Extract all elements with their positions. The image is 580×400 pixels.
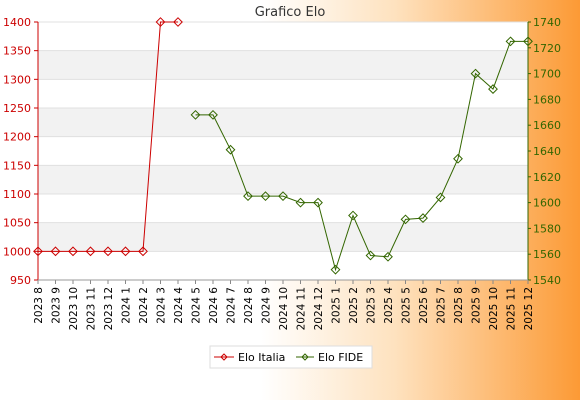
data-point-elo-fide [488,84,498,94]
data-point-elo-fide [330,264,341,275]
y-right-tick-label: 1540 [533,274,561,287]
data-point-elo-fide [400,214,411,225]
legend-marker-elo-fide [301,353,309,361]
data-point-elo-fide [505,36,516,47]
x-tick-label: 2024 9 [261,287,273,324]
data-point-elo-fide [365,250,376,261]
x-tick-label: 2025 6 [418,287,430,324]
data-point-elo-fide [418,213,428,223]
grid-band [38,50,528,80]
data-point-elo-italia [155,17,166,27]
x-tick-label: 2024 12 [313,287,325,330]
legend-label-elo-fide: Elo FIDE [318,351,363,364]
x-tick-label: 2025 5 [401,287,413,324]
y-right-tick-label: 1660 [533,119,561,132]
x-tick-label: 2024 2 [138,287,150,324]
x-tick-label: 2024 3 [156,287,168,324]
data-point-elo-fide [190,109,201,120]
x-tick-label: 2024 8 [243,287,255,324]
grid [38,21,528,281]
x-tick-label: 2025 11 [506,287,518,330]
data-point-elo-italia [85,246,96,257]
grid-band [38,222,528,252]
y-right-tick-label: 1700 [533,68,561,81]
x-tick-label: 2024 10 [278,287,290,330]
data-point-elo-fide [313,197,323,208]
y-left-tick-label: 1000 [3,245,31,258]
x-tick-label: 2023 11 [86,287,98,330]
y-right-tick-label: 1580 [533,222,561,235]
legend-label-elo-italia: Elo Italia [238,351,285,364]
data-point-elo-fide [523,36,533,47]
data-point-elo-italia [68,246,78,257]
y-right-tick-label: 1740 [533,16,561,29]
x-tick-label: 2025 12 [523,287,535,330]
data-point-elo-fide [348,210,358,221]
y-right-tick-label: 1640 [533,145,561,158]
data-point-elo-fide [453,153,463,164]
x-tick-label: 2023 10 [68,287,80,330]
y-left-tick-label: 1250 [3,102,31,115]
y-right-tick-label: 1560 [533,248,561,261]
grid-band [38,108,528,137]
x-tick-label: 2025 7 [436,287,448,324]
legend-box [209,345,373,369]
x-tick-label: 2024 6 [208,287,220,324]
y-left-tick-label: 1400 [3,16,31,29]
axes: 950 1000 1050 1100 1150 1200 1250 1300 1350 1400 1… [3,16,561,330]
grid-band [38,165,528,194]
y-left-tick-label: 1200 [3,131,31,144]
data-point-elo-fide [295,197,306,208]
x-tick-label: 2024 7 [226,287,238,324]
x-tick-label: 2023 8 [33,287,45,324]
x-tick-label: 2025 3 [366,287,378,324]
x-tick-label: 2025 4 [383,287,395,324]
x-tick-label: 2023 9 [51,287,63,324]
x-tick-label: 2023 12 [103,287,115,330]
y-right-tick-label: 1680 [533,93,561,106]
y-left-tick-label: 950 [10,274,31,287]
chart-title: Grafico Elo [255,5,326,20]
data-point-elo-fide [383,251,393,262]
x-tick-label: 2025 2 [348,287,360,324]
series-line-elo-fide [195,40,528,272]
series-layer [33,17,533,275]
data-point-elo-italia [50,246,61,257]
x-tick-label: 2024 5 [191,287,203,324]
y-right-tick-label: 1720 [533,42,561,55]
y-left-tick-label: 1100 [3,188,31,201]
data-point-elo-italia [33,246,43,257]
x-tick-label: 2025 1 [331,287,343,324]
x-tick-label: 2024 4 [173,287,185,324]
data-point-elo-italia [138,246,148,257]
data-point-elo-fide [225,144,236,155]
data-point-elo-italia [120,246,131,257]
legend: Elo Italia Elo FIDE [209,345,373,369]
data-point-elo-fide [208,109,218,120]
data-point-elo-fide [243,191,253,202]
x-tick-label: 2025 8 [453,287,465,324]
x-tick-label: 2025 10 [488,287,500,330]
y-right-tick-label: 1620 [533,171,561,184]
data-point-elo-fide [435,192,446,203]
data-point-elo-fide [278,191,288,202]
x-tick-label: 2024 1 [121,287,133,324]
y-left-tick-label: 1350 [3,45,31,58]
x-tick-label: 2025 9 [471,287,483,324]
data-point-elo-fide [470,68,481,79]
legend-marker-elo-italia [220,353,228,361]
data-point-elo-fide [260,191,271,202]
y-left-tick-label: 1300 [3,73,31,86]
data-point-elo-italia [173,17,183,27]
y-right-tick-label: 1600 [533,197,561,210]
series-line-elo-italia [38,21,178,252]
data-point-elo-italia [103,246,113,257]
y-left-tick-label: 1050 [3,217,31,230]
x-tick-label: 2024 11 [296,287,308,330]
y-left-tick-label: 1150 [3,159,31,172]
